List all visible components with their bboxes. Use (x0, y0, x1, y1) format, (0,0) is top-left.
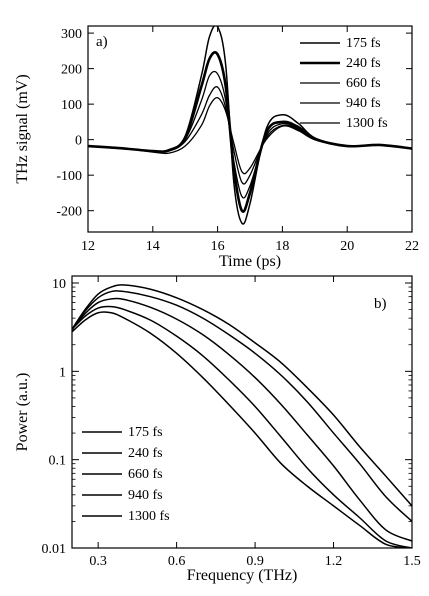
panel-b-legend-label: 1300 fs (128, 509, 170, 524)
panel-b-legend-label: 175 fs (128, 425, 163, 440)
panel-b-y-axis-title: Power (a.u.) (14, 373, 31, 452)
panel-a-ytick-label: 0 (75, 134, 82, 149)
panel-b-ytick-label: 1 (59, 365, 66, 380)
panel-b-series-group (72, 284, 412, 548)
panel-a-legend-label: 660 fs (346, 76, 381, 91)
panel-b-series-line-0 (72, 284, 412, 507)
panel-a-ytick-label: 100 (61, 98, 82, 113)
panel-a-legend-label: 240 fs (346, 56, 381, 71)
panel-b-series-line-2 (72, 297, 412, 542)
panel-b-xtick-label: 0.3 (89, 554, 107, 569)
panel-a-xtick-label: 20 (340, 239, 354, 254)
panel-a-y-axis-title: THz signal (mV) (14, 74, 31, 183)
panel-b-xtick-label: 0.6 (168, 554, 186, 569)
panel-a-time-domain: 300 200 100 0 -100 -200 12 14 16 18 20 22 Time (ps) T… (14, 25, 419, 270)
panel-a-ytick-label: -100 (56, 169, 82, 184)
panel-b-ytick-label: 10 (52, 277, 66, 292)
panel-a-ytick-label: 300 (61, 27, 82, 42)
panel-b-xtick-label: 0.9 (246, 554, 264, 569)
panel-a-x-axis-title: Time (ps) (219, 253, 281, 270)
panel-a-ytick-label: 200 (61, 63, 82, 78)
panel-a-ytick-label: -200 (56, 205, 82, 220)
panel-a-xtick-label: 14 (146, 239, 160, 254)
panel-a-xtick-label: 16 (211, 239, 225, 254)
panel-b-ytick-label: 0.01 (42, 542, 67, 557)
panel-b-xtick-label: 1.5 (403, 554, 421, 569)
panel-b-label: b) (374, 296, 387, 312)
panel-b-legend-label: 940 fs (128, 488, 163, 503)
panel-a-legend-label: 940 fs (346, 96, 381, 111)
panel-b-spectrum: 10 1 0.1 0.01 0.3 0.6 0.9 1.2 1.5 Frequency (THz)… (14, 275, 421, 584)
panel-b-ytick-label: 0.1 (49, 454, 67, 469)
panel-b-series-line-4 (72, 311, 412, 548)
panel-b-series-line-3 (72, 305, 412, 548)
panel-a-xtick-label: 12 (81, 239, 95, 254)
panel-b-legend-label: 660 fs (128, 467, 163, 482)
panel-a-series-group (88, 26, 412, 225)
panel-b-x-axis-title: Frequency (THz) (187, 567, 298, 584)
panel-a-xtick-label: 22 (405, 239, 419, 254)
panel-a-series-line-4 (88, 97, 412, 175)
panel-b-frame (71, 275, 413, 549)
panel-a-legend-label: 175 fs (346, 36, 381, 51)
panel-b-legend-label: 240 fs (128, 446, 163, 461)
panel-a-frame (87, 25, 413, 233)
panel-b-series-line-1 (72, 290, 412, 522)
panel-a-xtick-label: 18 (275, 239, 289, 254)
panel-a-legend-label: 1300 fs (346, 116, 388, 131)
panel-a-label: a) (96, 34, 108, 50)
panel-b-xtick-label: 1.2 (325, 554, 343, 569)
